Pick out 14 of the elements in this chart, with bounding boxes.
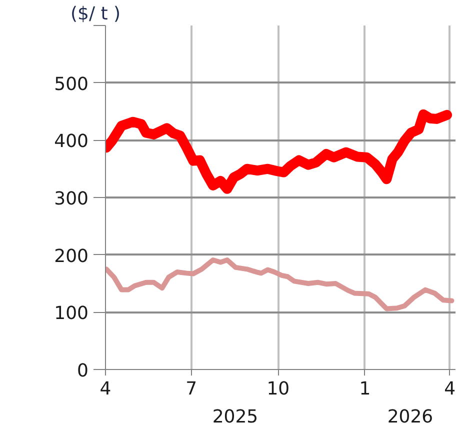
y-axis-title: ($/ t ) [70,4,121,24]
y-tick-label: 300 [54,188,89,210]
x-tick-label: 1 [359,378,371,400]
y-tick-label: 400 [54,131,89,152]
x-tick-label: 4 [100,378,112,400]
x-tick-label: 4 [444,378,456,400]
text: 2025 [212,406,258,428]
y-tick-label: 0 [77,360,88,382]
x-tick-label: 7 [186,378,198,400]
y-tick-label: 100 [54,303,89,324]
text: 2026 [387,406,434,428]
y-tick-label: 200 [54,246,89,267]
y-tick-label: 500 [54,74,89,95]
x-tick-label: 10 [266,378,290,400]
